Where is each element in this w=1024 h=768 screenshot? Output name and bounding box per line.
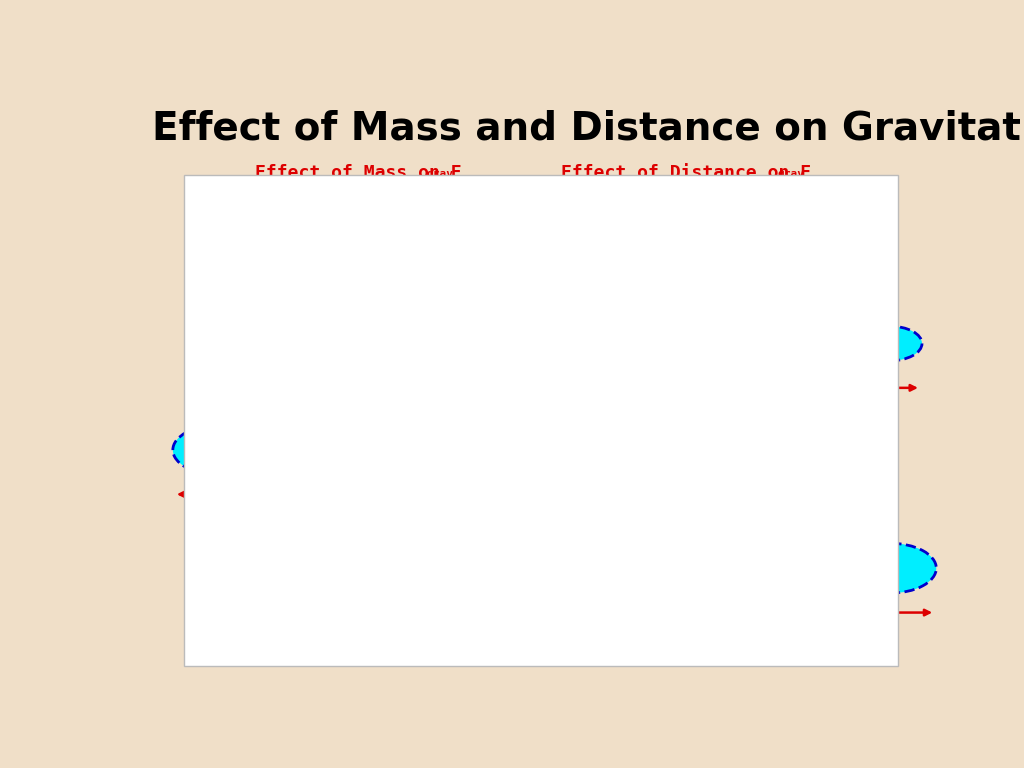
- Text: d: d: [331, 401, 340, 415]
- Text: attract with a force of: attract with a force of: [639, 299, 811, 312]
- Text: M: M: [592, 230, 600, 244]
- Text: d: d: [702, 294, 712, 310]
- Text: M: M: [215, 336, 223, 350]
- Ellipse shape: [383, 537, 500, 600]
- Text: Effect of Distance on E: Effect of Distance on E: [560, 164, 811, 182]
- Text: M: M: [886, 336, 894, 350]
- Ellipse shape: [173, 425, 265, 475]
- Text: attract with a force of: attract with a force of: [639, 523, 811, 536]
- Text: attract with a force of: attract with a force of: [268, 523, 440, 536]
- Text: 3M: 3M: [434, 561, 449, 574]
- Text: M: M: [215, 230, 223, 244]
- Ellipse shape: [675, 432, 739, 467]
- Text: 1/2 d: 1/2 d: [651, 508, 696, 522]
- Ellipse shape: [398, 320, 484, 366]
- Text: M: M: [437, 230, 445, 244]
- Ellipse shape: [187, 326, 252, 361]
- Text: 2M: 2M: [553, 561, 568, 574]
- Text: M: M: [215, 561, 223, 575]
- Text: attract with a force of: attract with a force of: [268, 405, 440, 418]
- Ellipse shape: [528, 326, 593, 361]
- Text: 4F: 4F: [313, 433, 347, 461]
- Text: M: M: [556, 336, 564, 350]
- Text: attract with a force of: attract with a force of: [268, 192, 440, 205]
- Text: attract with a force of: attract with a force of: [268, 299, 440, 312]
- Text: 2 d: 2 d: [712, 626, 739, 641]
- Ellipse shape: [607, 432, 672, 467]
- Text: M: M: [636, 443, 644, 457]
- Ellipse shape: [858, 326, 922, 361]
- Text: M: M: [703, 443, 712, 457]
- Text: 2M: 2M: [434, 337, 449, 350]
- Text: M: M: [814, 230, 822, 244]
- Text: d: d: [326, 508, 335, 522]
- Text: 2F: 2F: [313, 326, 347, 355]
- Text: 4F: 4F: [667, 433, 700, 461]
- Text: F: F: [716, 551, 734, 580]
- Ellipse shape: [844, 543, 936, 593]
- Text: d: d: [326, 294, 335, 310]
- Text: 4: 4: [650, 346, 660, 364]
- Text: d: d: [339, 626, 348, 641]
- Ellipse shape: [395, 425, 487, 475]
- Ellipse shape: [564, 220, 629, 254]
- Ellipse shape: [786, 220, 851, 254]
- Text: Effect of Mass and Distance on Gravitational Force: Effect of Mass and Distance on Gravitati…: [152, 110, 1024, 148]
- Text: F: F: [698, 220, 717, 249]
- Ellipse shape: [410, 220, 474, 254]
- Text: 3F: 3F: [312, 551, 349, 580]
- Text: 1: 1: [650, 322, 660, 339]
- Text: F: F: [685, 326, 703, 355]
- Text: attract with a force of: attract with a force of: [613, 405, 785, 418]
- Text: grav: grav: [426, 169, 454, 179]
- Text: attract with a force of: attract with a force of: [622, 192, 794, 205]
- Text: grav: grav: [777, 169, 804, 179]
- Ellipse shape: [187, 220, 252, 254]
- Text: 2M: 2M: [212, 443, 226, 456]
- Text: 2M: 2M: [434, 443, 449, 456]
- Ellipse shape: [514, 543, 607, 593]
- Text: F: F: [322, 220, 340, 249]
- Text: 2M: 2M: [883, 561, 897, 574]
- Ellipse shape: [187, 551, 252, 585]
- Text: 2 d: 2 d: [712, 401, 739, 415]
- Text: Effect of Mass on E: Effect of Mass on E: [255, 164, 462, 182]
